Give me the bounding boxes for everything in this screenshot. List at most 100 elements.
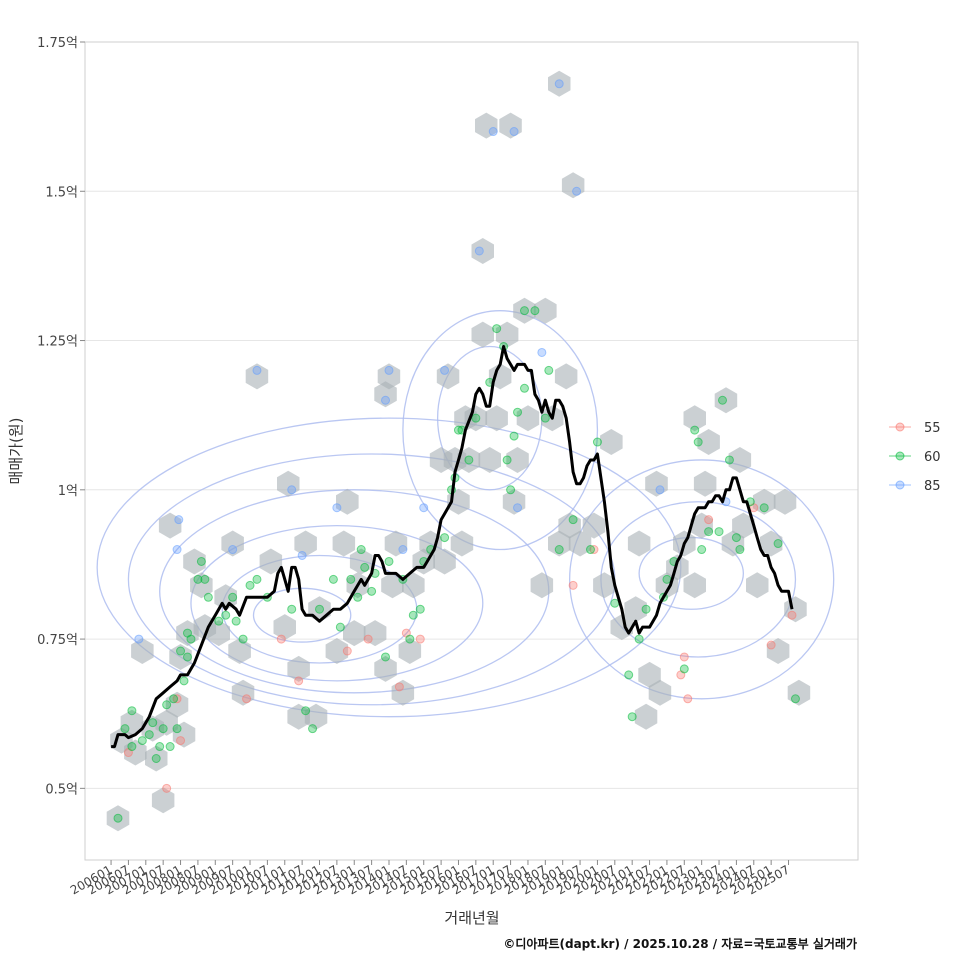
hexbin — [273, 614, 296, 641]
plot-panel-border — [84, 41, 859, 861]
point-series-85 — [381, 395, 391, 405]
density-contour — [221, 554, 418, 664]
point-series-60 — [624, 670, 634, 680]
hexbin — [554, 363, 578, 390]
legend-key-60 — [895, 451, 905, 461]
hexbin — [402, 572, 425, 599]
point-series-55 — [704, 515, 714, 525]
hexbin — [495, 321, 519, 348]
point-series-60 — [193, 574, 203, 584]
point-series-60 — [634, 634, 644, 644]
point-series-60 — [540, 413, 550, 423]
point-series-60 — [464, 455, 474, 465]
point-series-60 — [693, 437, 703, 447]
hexbin — [561, 172, 585, 199]
density-contour — [402, 310, 599, 551]
density-contour — [568, 459, 835, 700]
hexbin — [336, 488, 359, 515]
trend-line-layer — [111, 345, 794, 749]
point-series-60 — [148, 718, 158, 728]
point-series-60 — [127, 706, 137, 716]
hexbin — [124, 739, 147, 766]
hexbin — [304, 703, 328, 730]
hexbin — [172, 721, 196, 748]
point-series-55 — [415, 634, 425, 644]
point-series-55 — [589, 545, 599, 555]
point-series-60 — [471, 413, 481, 423]
hexbin — [732, 512, 755, 539]
hexbin — [169, 644, 192, 670]
point-series-85 — [572, 186, 582, 196]
hexbin — [151, 787, 175, 814]
point-series-60 — [662, 574, 672, 584]
hexbin — [513, 297, 536, 324]
point-series-60 — [186, 634, 196, 644]
point-series-60 — [519, 306, 529, 316]
point-series-85 — [419, 503, 429, 513]
legend-key-85 — [895, 480, 905, 490]
point-series-60 — [405, 634, 415, 644]
y-tick-label: 0.75억 — [37, 633, 78, 648]
point-series-85 — [474, 246, 484, 256]
hexbin — [343, 620, 366, 647]
hexbin — [568, 530, 592, 557]
hexbin — [627, 530, 651, 557]
legend-label-55: 55 — [924, 421, 941, 436]
point-series-60 — [519, 383, 529, 393]
point-series-60 — [315, 604, 325, 614]
point-series-60 — [592, 437, 602, 447]
hexbin — [683, 405, 706, 432]
point-series-85 — [509, 127, 519, 137]
y-tick-label: 1억 — [58, 484, 78, 499]
x-axis-title: 거래년월 — [444, 909, 499, 927]
point-series-60 — [169, 694, 179, 704]
y-tick-label: 1.5억 — [45, 185, 78, 200]
hexbin — [648, 679, 672, 706]
hexbin — [645, 470, 668, 497]
point-series-60 — [530, 306, 540, 316]
hexbin — [332, 530, 356, 557]
point-series-60 — [158, 724, 168, 734]
point-series-60 — [238, 634, 248, 644]
hexbin — [485, 405, 508, 432]
hexbin — [690, 512, 713, 539]
hexbin — [683, 572, 706, 599]
point-series-60 — [544, 365, 554, 375]
hexbin — [693, 470, 717, 497]
point-series-60 — [714, 527, 724, 537]
point-series-60 — [367, 586, 377, 596]
point-series-60 — [718, 395, 728, 405]
legend-label-85: 85 — [924, 479, 941, 494]
point-series-60 — [356, 545, 366, 555]
point-series-85 — [398, 545, 408, 555]
point-series-60 — [245, 580, 255, 590]
point-series-85 — [172, 545, 182, 555]
hexbin — [666, 554, 689, 581]
hexbin — [548, 530, 571, 557]
hexbin — [325, 638, 349, 664]
hexbin — [363, 620, 387, 647]
hexbin — [384, 530, 408, 557]
point-series-85 — [134, 634, 144, 644]
point-series-60 — [301, 706, 311, 716]
hexbin — [752, 488, 776, 515]
trend-line — [111, 345, 794, 749]
hexbin — [697, 429, 720, 455]
point-series-60 — [176, 646, 186, 656]
hexbin — [638, 661, 661, 688]
hexbin — [221, 530, 244, 557]
y-tick-label: 0.5억 — [45, 782, 78, 797]
hexbin — [478, 447, 501, 473]
point-series-85 — [332, 503, 342, 513]
hexbin — [120, 709, 144, 736]
point-series-85 — [252, 365, 262, 375]
point-series-60 — [200, 574, 210, 584]
hexbin — [534, 297, 557, 324]
point-series-55 — [394, 682, 404, 692]
hexbin — [377, 363, 401, 390]
point-series-60 — [453, 425, 463, 435]
point-series-55 — [766, 640, 776, 650]
point-series-60 — [308, 724, 318, 734]
point-series-60 — [384, 556, 394, 566]
point-series-55 — [162, 783, 172, 793]
